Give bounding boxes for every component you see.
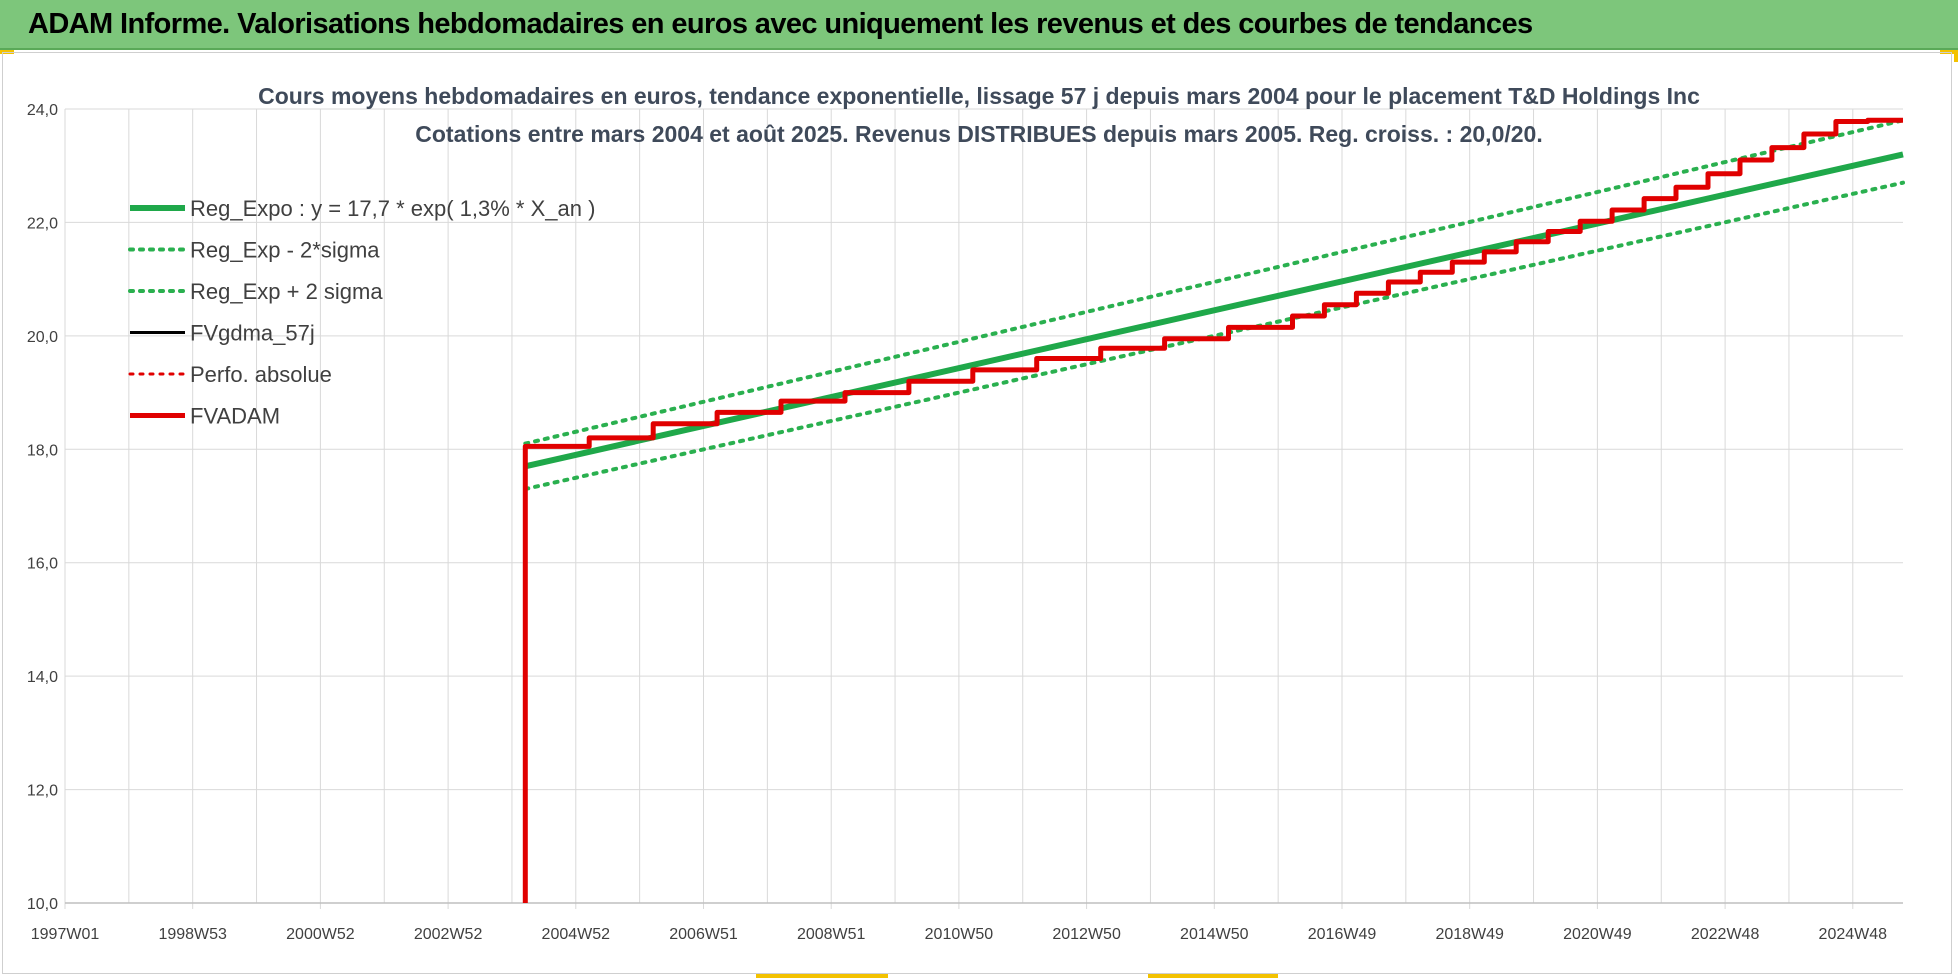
x-tick-label: 2016W49 — [1308, 926, 1377, 943]
x-tick-label: 2012W50 — [1052, 926, 1121, 943]
y-tick-label: 10,0 — [27, 896, 58, 913]
bottom-accent-2 — [1148, 974, 1278, 978]
x-tick-label: 2010W50 — [925, 926, 994, 943]
x-tick-label: 2014W50 — [1180, 926, 1249, 943]
y-tick-label: 22,0 — [27, 215, 58, 232]
series-layer — [522, 117, 1905, 903]
x-tick-label: 2002W52 — [414, 926, 483, 943]
legend-label: Reg_Exp + 2 sigma — [190, 279, 383, 304]
header-banner: ADAM Informe. Valorisations hebdomadaire… — [0, 0, 1958, 50]
x-tick-label: 2008W51 — [797, 926, 866, 943]
legend-label: Perfo. absolue — [190, 362, 332, 387]
bottom-accent-1 — [756, 974, 888, 978]
y-tick-label: 12,0 — [27, 783, 58, 800]
corner-accent-right-side — [1954, 50, 1958, 62]
y-tick-label: 18,0 — [27, 442, 58, 459]
chart-title-line-1: Cours moyens hebdomadaires en euros, ten… — [258, 83, 1700, 109]
y-tick-label: 24,0 — [27, 102, 58, 119]
x-tick-label: 2018W49 — [1435, 926, 1504, 943]
x-tick-label: 2020W49 — [1563, 926, 1632, 943]
y-tick-label: 20,0 — [27, 329, 58, 346]
y-tick-label: 14,0 — [27, 669, 58, 686]
legend-label: Reg_Exp - 2*sigma — [190, 238, 380, 263]
x-tick-label: 2004W52 — [542, 926, 611, 943]
vertical-gridlines — [64, 109, 1854, 909]
y-tick-label: 16,0 — [27, 556, 58, 573]
legend-label: FVgdma_57j — [190, 321, 315, 346]
legend-label: FVADAM — [190, 404, 280, 429]
x-tick-label: 1997W01 — [31, 926, 100, 943]
x-tick-label: 1998W53 — [158, 926, 227, 943]
series-line-5 — [522, 117, 1903, 903]
x-tick-label: 2006W51 — [669, 926, 738, 943]
legend-label: Reg_Expo : y = 17,7 * exp( 1,3% * X_an ) — [190, 196, 595, 221]
chart-frame — [2, 52, 1952, 974]
page-title: ADAM Informe. Valorisations hebdomadaire… — [28, 8, 1533, 40]
x-tick-label: 2022W48 — [1691, 926, 1760, 943]
x-tick-label: 2024W48 — [1819, 926, 1888, 943]
y-tick-labels: 10,0 12,0 14,0 16,0 18,0 20,0 22,0 24,0 — [27, 102, 58, 913]
x-tick-label: 2000W52 — [286, 926, 355, 943]
chart-title-line-2: Cotations entre mars 2004 et août 2025. … — [415, 121, 1542, 147]
series-line-2 — [523, 118, 1905, 446]
x-tick-labels: 1997W01 1998W53 2000W52 2002W52 2004W52 2006W… — [31, 926, 1887, 943]
legend: Reg_Expo : y = 17,7 * exp( 1,3% * X_an )… — [128, 196, 595, 429]
